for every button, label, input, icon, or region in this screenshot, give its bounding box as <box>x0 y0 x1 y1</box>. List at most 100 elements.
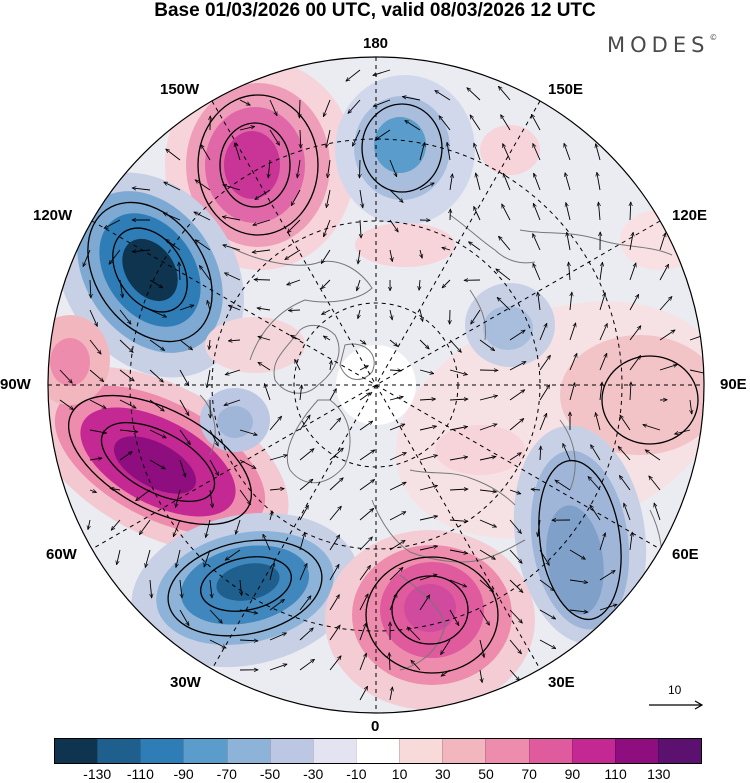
coast-hudson <box>199 394 216 456</box>
wind-vector <box>469 242 481 251</box>
wind-vector <box>166 239 181 251</box>
wind-vector <box>531 114 541 131</box>
colorbar-ticks: -130 -110 -90 -70 -50 -30 -10 10 30 50 70 90 110 130 <box>0 766 750 783</box>
wind-vector <box>598 202 600 221</box>
wind-vector <box>359 623 366 641</box>
wind-vector <box>180 579 182 598</box>
wind-vector <box>239 609 258 613</box>
wind-vector <box>209 459 219 476</box>
wind-vector <box>269 563 274 581</box>
colorbar-swatch <box>226 739 270 763</box>
wind-vector <box>327 159 331 178</box>
colorbar-swatch <box>55 739 98 763</box>
wind-vector <box>479 579 494 592</box>
wind-vector <box>299 449 314 461</box>
wind-vector <box>199 266 211 281</box>
wind-vector <box>255 189 271 200</box>
wind-vector <box>449 549 468 554</box>
colorbar-tick-label: 110 <box>604 766 627 782</box>
wind-vector <box>149 429 166 439</box>
colorbar-swatch <box>269 739 313 763</box>
wind-vector <box>179 305 194 311</box>
colorbar-tick-label: -30 <box>303 766 324 782</box>
wind-vector <box>532 144 541 161</box>
wind-vector <box>389 687 393 701</box>
wind-vector <box>149 309 167 318</box>
wind-vector <box>139 519 151 535</box>
wind-vector <box>359 653 366 671</box>
wind-vector <box>539 385 550 401</box>
wind-vector <box>207 369 211 388</box>
anomaly-east-siberia-low <box>465 283 555 367</box>
graticule <box>48 57 704 713</box>
wind-vector <box>268 159 270 178</box>
wind-vector <box>659 297 672 311</box>
wind-vector <box>179 339 193 350</box>
colorbar-tick-label: -70 <box>216 766 237 782</box>
coast-svalbard-russia <box>409 469 516 506</box>
wind-vector <box>225 369 241 375</box>
wind-vector <box>501 115 511 131</box>
wind-vector <box>588 477 601 491</box>
label-150e: 150E <box>548 81 584 98</box>
wind-vector <box>689 334 704 341</box>
wind-vector <box>269 416 282 431</box>
colorbar-swatch <box>614 739 658 763</box>
wind-vector <box>299 628 313 641</box>
wind-vector <box>346 69 361 81</box>
wind-vector <box>479 457 496 461</box>
wind-vector <box>562 444 571 461</box>
wind-vector <box>599 570 615 581</box>
wind-vector <box>329 564 339 581</box>
anomaly-baffin-low <box>200 388 270 452</box>
wind-vector <box>239 429 257 435</box>
colorbar-swatch <box>312 739 356 763</box>
wind-vector <box>596 144 601 161</box>
wind-vector <box>499 236 511 251</box>
wind-vector <box>449 399 468 400</box>
wind-vector <box>109 249 121 264</box>
wind-vector <box>599 533 605 551</box>
wind-vector <box>330 361 332 371</box>
wind-vector <box>405 120 421 131</box>
wind-vector <box>389 219 398 232</box>
wind-vector <box>291 189 301 206</box>
wind-vector <box>629 232 633 251</box>
contour-atlantic-low-1 <box>167 539 323 637</box>
coast-chukotka <box>449 214 536 264</box>
wind-vector <box>166 149 181 161</box>
wind-vector <box>389 593 397 611</box>
wind-vector <box>569 353 577 371</box>
wind-vector <box>509 361 526 371</box>
wind-vector <box>176 549 181 568</box>
coast-scandinavia <box>371 499 526 563</box>
colorbar-swatch <box>183 739 227 763</box>
wind-vector <box>435 90 451 101</box>
wind-vector <box>253 219 271 225</box>
colorbar-swatch <box>355 739 400 763</box>
contour-canada-2 <box>112 227 188 313</box>
wind-vector <box>104 219 121 229</box>
wind-vector <box>540 446 541 461</box>
wind-vector <box>373 99 391 106</box>
wind-vector <box>569 323 576 341</box>
wind-vector <box>389 540 405 551</box>
anomaly-bering-low <box>335 75 475 225</box>
wind-vector <box>179 399 189 416</box>
contour-atlantic-low-2 <box>200 556 292 612</box>
wind-vector <box>419 369 434 374</box>
wind-vector <box>351 129 361 146</box>
wind-vector <box>659 330 675 341</box>
wind-vector <box>149 459 165 469</box>
label-90w: 90W <box>0 376 31 393</box>
wind-vector <box>149 399 164 411</box>
wind-vector <box>359 393 370 401</box>
wind-vector <box>449 339 461 352</box>
wind-vector <box>569 383 575 401</box>
wind-vector <box>321 279 331 289</box>
wind-vector <box>471 309 481 324</box>
wind-vector <box>132 188 151 190</box>
label-120e: 120E <box>672 207 708 224</box>
wind-vector <box>258 362 271 371</box>
colorbar-swatch <box>657 739 702 763</box>
